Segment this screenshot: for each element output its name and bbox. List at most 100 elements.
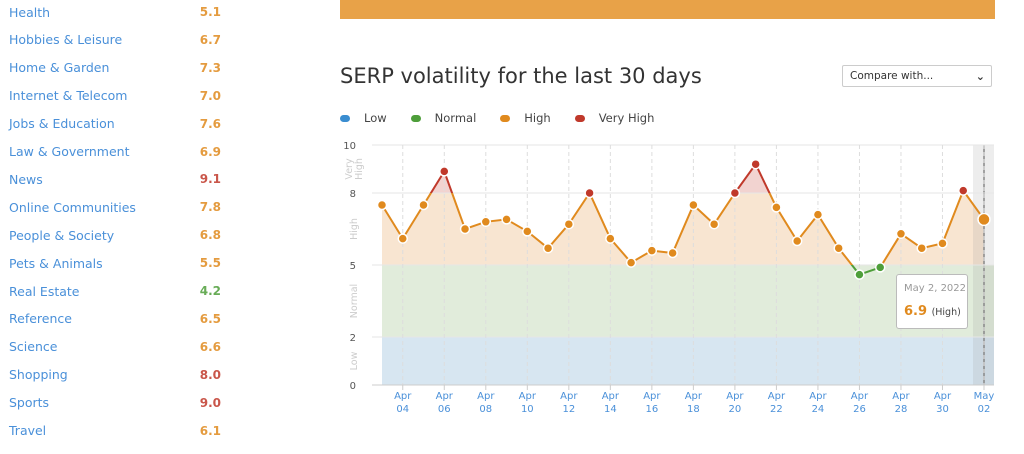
x-tick-label-month: Apr [809, 391, 827, 402]
category-score: 5.5 [199, 256, 221, 271]
category-name[interactable]: Online Communities [9, 199, 136, 215]
data-point[interactable] [708, 218, 720, 230]
category-name[interactable]: Reference [9, 311, 72, 327]
data-point[interactable] [542, 242, 554, 254]
category-name[interactable]: Jobs & Education [9, 116, 115, 132]
category-row[interactable]: News 9.1 [9, 169, 221, 189]
category-row[interactable]: Real Estate 4.2 [9, 281, 221, 301]
x-tick-label-month: Apr [436, 391, 454, 402]
data-point[interactable] [522, 226, 533, 237]
data-point[interactable] [646, 245, 658, 256]
data-point[interactable] [895, 228, 907, 240]
category-name[interactable]: People & Society [9, 227, 115, 243]
x-tick-label-month: Apr [643, 391, 661, 402]
legend-item[interactable]: High [500, 111, 551, 125]
data-point[interactable] [957, 185, 969, 196]
category-name[interactable]: Science [9, 339, 58, 355]
data-point[interactable] [812, 209, 824, 220]
category-row[interactable]: Law & Government 6.9 [9, 142, 221, 162]
category-score: 9.1 [199, 172, 221, 187]
category-row[interactable]: Science 6.6 [9, 337, 221, 357]
category-name[interactable]: Travel [9, 423, 47, 438]
data-point[interactable] [605, 233, 616, 244]
tooltip-category: (High) [931, 307, 961, 318]
normal-band [382, 265, 994, 337]
category-row[interactable]: Hobbies & Leisure 6.7 [9, 30, 221, 50]
high-area [382, 193, 984, 265]
category-row[interactable]: Jobs & Education 7.6 [9, 114, 221, 134]
category-name[interactable]: Home & Garden [9, 60, 110, 76]
legend-marker-icon [410, 114, 421, 122]
category-score: 7.6 [199, 116, 221, 131]
legend-item[interactable]: Normal [410, 111, 476, 125]
band-label: Low [349, 351, 360, 370]
category-row[interactable]: Online Communities 7.8 [9, 197, 221, 217]
x-tick-label-day: 14 [604, 404, 617, 415]
category-row[interactable]: Reference 6.5 [9, 309, 221, 329]
legend-label: Very High [598, 111, 655, 125]
x-tick-label-day: 12 [562, 404, 575, 415]
category-name[interactable]: Real Estate [9, 283, 80, 299]
x-tick-label-day: 18 [687, 404, 700, 415]
category-score: 7.3 [199, 60, 221, 75]
category-row[interactable]: Home & Garden 7.3 [9, 58, 221, 78]
category-row[interactable]: People & Society 6.8 [9, 225, 221, 245]
x-tick-label-month: Apr [685, 391, 703, 402]
data-point[interactable] [667, 247, 678, 259]
y-tick-label: 2 [350, 333, 356, 344]
data-point[interactable] [729, 187, 741, 199]
data-point[interactable] [874, 262, 886, 273]
data-point[interactable] [625, 257, 637, 268]
data-point[interactable] [584, 187, 595, 199]
legend-item[interactable]: Very High [574, 111, 655, 125]
category-score: 6.6 [199, 339, 221, 354]
legend-item[interactable]: Low [340, 111, 387, 125]
data-point[interactable] [563, 218, 575, 230]
category-name[interactable]: Health [9, 4, 51, 20]
data-point[interactable] [376, 199, 388, 211]
data-point[interactable] [977, 212, 991, 227]
x-tick-label-month: Apr [726, 391, 744, 402]
y-tick-label: 5 [350, 261, 356, 272]
category-name[interactable]: News [9, 171, 43, 187]
x-tick-label-day: 04 [396, 404, 409, 415]
data-point[interactable] [750, 158, 761, 170]
category-score: 6.5 [199, 311, 221, 326]
category-row[interactable]: Shopping 8.0 [9, 365, 221, 385]
data-point[interactable] [418, 199, 429, 211]
data-point[interactable] [459, 223, 471, 235]
data-point[interactable] [916, 242, 927, 254]
x-tick-label-month: Apr [519, 391, 537, 402]
low-band [382, 337, 994, 385]
data-point[interactable] [854, 269, 865, 280]
data-point[interactable] [480, 216, 492, 228]
legend-marker-icon [340, 114, 350, 122]
category-score: 8.0 [199, 367, 221, 382]
legend-label: High [524, 111, 551, 125]
data-point[interactable] [397, 233, 409, 244]
x-tick-label-day: 28 [895, 404, 908, 415]
category-row[interactable]: Pets & Animals 5.5 [9, 253, 221, 273]
data-point[interactable] [501, 214, 512, 225]
category-row[interactable]: Sports 9.0 [9, 393, 221, 413]
category-row[interactable]: Internet & Telecom 7.0 [9, 86, 221, 106]
data-point[interactable] [771, 202, 782, 213]
category-name[interactable]: Pets & Animals [9, 255, 103, 271]
data-point[interactable] [937, 238, 948, 249]
data-point[interactable] [833, 242, 844, 254]
data-point[interactable] [688, 199, 699, 211]
x-tick-label-day: 06 [438, 404, 451, 415]
category-row[interactable]: Health 5.1 [9, 2, 221, 22]
legend-label: Low [364, 111, 387, 125]
compare-with-dropdown[interactable]: Compare with... ⌄ [842, 65, 992, 87]
category-name[interactable]: Sports [9, 395, 50, 411]
category-name[interactable]: Hobbies & Leisure [9, 32, 123, 48]
data-point[interactable] [791, 235, 803, 247]
category-name[interactable]: Shopping [9, 367, 68, 383]
category-row[interactable]: Travel 6.1 [9, 421, 221, 441]
data-point[interactable] [439, 166, 450, 177]
category-name[interactable]: Law & Government [9, 144, 130, 159]
category-name[interactable]: Internet & Telecom [9, 88, 128, 104]
x-tick-label-day: 10 [521, 404, 534, 415]
x-tick-label-month: Apr [602, 391, 620, 402]
